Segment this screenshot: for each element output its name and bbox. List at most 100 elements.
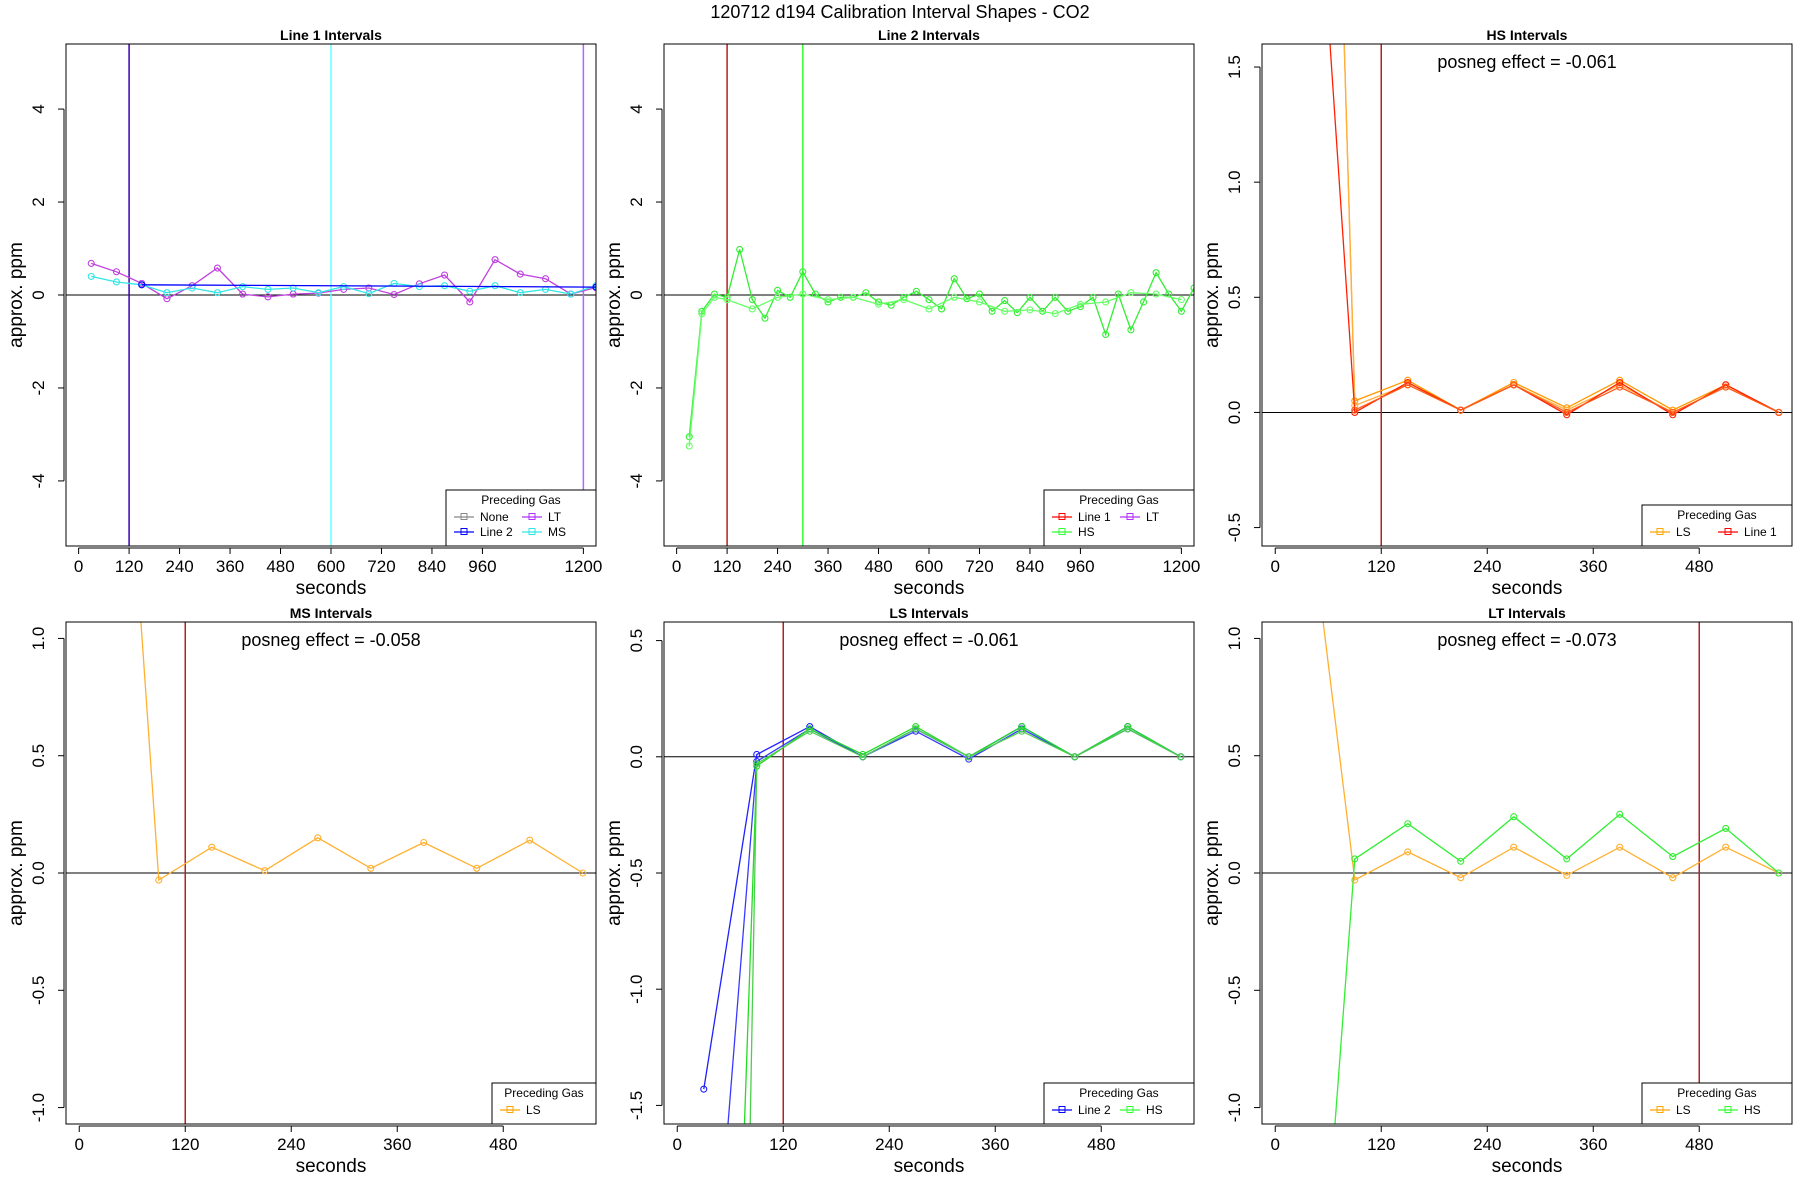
data-point	[1722, 843, 1730, 851]
x-tick-label: 240	[1473, 557, 1501, 576]
data-point	[1026, 306, 1034, 314]
legend-entry-label: Line 1	[1078, 510, 1111, 524]
series-line	[703, 725, 1182, 1090]
data-point	[685, 442, 693, 450]
legend-swatch-marker	[528, 528, 536, 535]
data-point	[264, 293, 272, 301]
data-point	[950, 275, 958, 283]
data-point	[723, 1149, 729, 1155]
data-point	[1404, 381, 1412, 389]
data-point	[365, 290, 373, 298]
x-tick-label: 240	[875, 1135, 903, 1154]
data-point	[1722, 383, 1730, 391]
data-point	[806, 727, 814, 735]
x-tick-label: 720	[965, 557, 993, 576]
data-point	[1457, 874, 1465, 882]
posneg-annotation: posneg effect = -0.073	[1437, 630, 1616, 650]
x-tick-label: 480	[1087, 1135, 1115, 1154]
data-point	[491, 256, 499, 264]
data-point	[1351, 876, 1359, 884]
data-point	[466, 298, 474, 306]
legend-title: Preceding Gas	[504, 1086, 583, 1100]
y-tick-label: -1.0	[627, 975, 646, 1004]
data-point	[1177, 307, 1185, 315]
x-tick-label: 480	[266, 557, 294, 576]
data-point	[1102, 298, 1110, 306]
data-point	[213, 289, 221, 297]
data-point	[155, 876, 163, 884]
data-point	[799, 268, 807, 276]
y-tick-label: 2	[627, 197, 646, 206]
data-point	[1127, 289, 1135, 297]
x-tick-label: 120	[115, 557, 143, 576]
x-tick-label: 360	[1579, 557, 1607, 576]
data-point	[1457, 406, 1465, 414]
y-tick-label: -2	[29, 380, 48, 395]
legend-swatch-marker	[1724, 528, 1732, 535]
legend-entry-label: LS	[1676, 1103, 1691, 1117]
y-tick-label: 0.5	[1225, 744, 1244, 768]
y-axis-label: approx. ppm	[6, 820, 27, 926]
data-point	[592, 283, 596, 291]
data-point	[1330, 1151, 1336, 1157]
data-point	[1775, 869, 1783, 877]
y-axis-label: approx. ppm	[604, 820, 625, 926]
y-tick-label: 0.5	[1225, 285, 1244, 309]
data-point	[1076, 303, 1084, 311]
series-line	[749, 728, 1182, 1124]
y-tick-label: 0.5	[627, 629, 646, 653]
legend-swatch-marker	[528, 513, 536, 520]
x-tick-label: 480	[864, 557, 892, 576]
legend: Preceding Gas LS	[491, 1082, 597, 1125]
data-point	[1316, 589, 1322, 595]
x-tick-label: 1200	[564, 557, 602, 576]
y-axis-label: approx. ppm	[6, 242, 27, 348]
data-point	[208, 843, 216, 851]
panel-title: MS Intervals	[290, 605, 373, 621]
data-point	[1563, 408, 1571, 416]
series-line	[91, 275, 596, 295]
data-point	[849, 293, 857, 301]
series-line	[140, 622, 584, 882]
series-line	[688, 292, 1182, 447]
data-point	[1510, 843, 1518, 851]
legend-swatch-marker	[1126, 1106, 1134, 1113]
data-point	[1051, 293, 1059, 301]
data-point	[774, 286, 782, 294]
x-tick-label: 120	[713, 557, 741, 576]
legend: Preceding Gas Line 2 HS	[1043, 1082, 1195, 1125]
y-tick-label: 0.5	[29, 744, 48, 768]
data-point	[938, 305, 946, 313]
data-point	[1669, 408, 1677, 416]
chart-panel-5: LS Intervals 0 120 240 360 480 seconds -1.5 -1.0…	[604, 605, 1195, 1177]
data-point	[516, 289, 524, 297]
data-point	[1669, 853, 1677, 861]
data-point	[526, 836, 534, 844]
plot-frame	[1261, 43, 1793, 547]
data-point	[1102, 330, 1110, 339]
x-tick-label: 120	[1367, 557, 1395, 576]
x-tick-label: 0	[74, 557, 83, 576]
y-tick-label: 0.0	[1225, 861, 1244, 885]
data-point	[87, 272, 95, 280]
x-tick-label: 480	[1685, 557, 1713, 576]
data-point	[925, 296, 933, 304]
y-tick-label: 2	[29, 197, 48, 206]
data-point	[1351, 855, 1359, 863]
x-tick-label: 480	[489, 1135, 517, 1154]
legend-box	[445, 489, 597, 547]
legend-swatch-marker	[1724, 1106, 1732, 1113]
figure-title: 120712 d194 Calibration Interval Shapes …	[710, 2, 1089, 22]
y-tick-label: 0.0	[1225, 401, 1244, 425]
data-point	[340, 283, 348, 291]
data-point	[1139, 298, 1148, 306]
legend-swatch-marker	[1058, 513, 1066, 520]
plot-frame	[1261, 621, 1793, 1125]
legend-box	[1641, 504, 1793, 547]
data-point	[925, 305, 933, 313]
data-point	[1071, 753, 1079, 761]
data-point	[1775, 408, 1783, 416]
data-point	[420, 838, 428, 847]
data-point	[747, 1149, 753, 1155]
